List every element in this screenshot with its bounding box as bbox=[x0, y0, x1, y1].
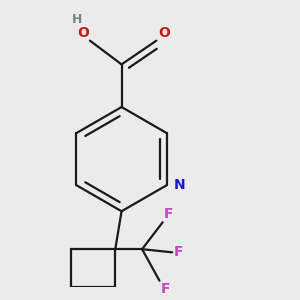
Text: H: H bbox=[72, 14, 82, 26]
Text: O: O bbox=[77, 26, 89, 40]
Text: F: F bbox=[174, 245, 183, 259]
Text: N: N bbox=[174, 178, 185, 192]
Text: F: F bbox=[164, 207, 174, 221]
Text: F: F bbox=[160, 282, 170, 296]
Text: O: O bbox=[158, 26, 170, 40]
